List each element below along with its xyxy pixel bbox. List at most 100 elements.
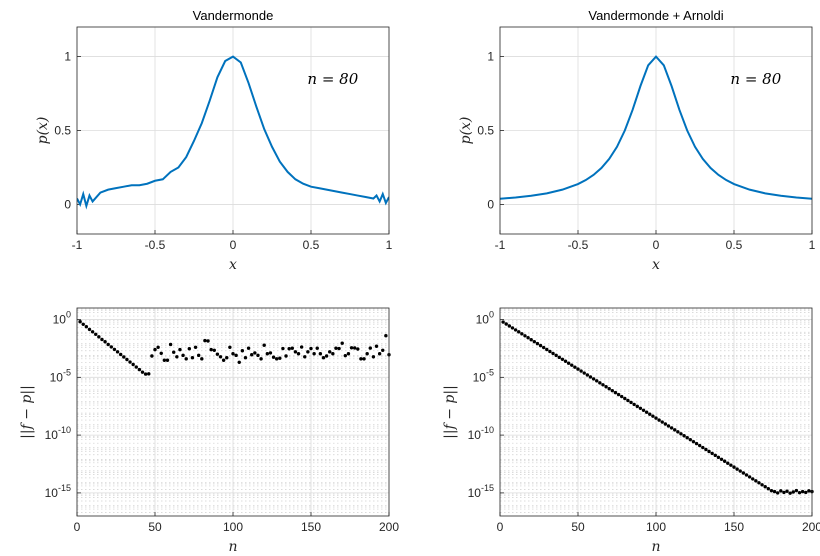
data-point — [262, 343, 266, 347]
data-point — [118, 352, 123, 357]
chart-title: Vandermonde + Arnoldi — [588, 8, 723, 23]
data-point — [274, 357, 279, 361]
data-point — [196, 353, 201, 358]
x-tick-label: -1 — [495, 238, 506, 252]
x-axis-label: x — [652, 257, 660, 273]
data-point — [181, 353, 185, 358]
data-point — [371, 355, 376, 359]
data-point — [134, 365, 138, 369]
data-point — [246, 346, 251, 350]
data-point — [772, 489, 777, 494]
data-point — [576, 367, 580, 371]
data-point — [760, 483, 764, 487]
data-point — [324, 354, 329, 358]
data-point — [94, 332, 98, 336]
x-tick-label: 150 — [724, 520, 744, 534]
y-tick-label: 10-5 — [50, 367, 71, 384]
data-point — [225, 356, 229, 360]
data-point — [623, 396, 627, 401]
data-point — [701, 445, 705, 450]
data-point — [697, 443, 702, 448]
n-annotation: n = 80 — [307, 70, 358, 88]
data-point — [362, 357, 366, 361]
data-point — [598, 381, 602, 385]
data-point — [190, 356, 195, 360]
data-point — [679, 432, 683, 436]
data-point — [349, 346, 354, 350]
y-tick-label: 0.5 — [477, 124, 494, 138]
data-point — [545, 347, 549, 352]
data-point — [278, 356, 282, 360]
data-point — [290, 346, 294, 350]
data-point — [193, 345, 198, 349]
data-point — [513, 328, 518, 332]
data-point — [691, 439, 696, 444]
x-tick-label: -0.5 — [568, 238, 589, 252]
x-axis-label: n — [651, 539, 660, 555]
data-point — [735, 467, 739, 471]
y-axis-label: p(x) — [458, 117, 474, 145]
data-point — [791, 490, 795, 494]
axes-frame — [76, 307, 390, 517]
data-point — [663, 422, 668, 426]
y-tick-label: 0 — [64, 197, 71, 211]
data-point — [306, 350, 310, 354]
x-tick-label: 100 — [223, 520, 243, 534]
y-tick-label: 10-15 — [45, 483, 71, 500]
data-point — [507, 324, 512, 328]
data-point — [588, 375, 593, 379]
data-point — [340, 341, 344, 345]
data-point — [535, 341, 540, 346]
data-point — [604, 385, 608, 389]
x-tick-label: 150 — [301, 520, 321, 534]
data-point — [156, 345, 160, 349]
data-point — [203, 338, 207, 343]
x-tick-label: -0.5 — [145, 238, 166, 252]
data-point — [541, 345, 546, 350]
data-point — [231, 352, 235, 356]
data-point — [318, 352, 323, 356]
data-point — [595, 379, 599, 383]
series-line — [77, 55, 389, 210]
data-point — [147, 372, 151, 376]
data-point — [570, 363, 574, 367]
data-point — [200, 357, 204, 361]
data-point — [682, 434, 686, 438]
data-point — [722, 459, 727, 463]
x-tick-label: 0.5 — [303, 238, 320, 252]
y-axis-label: ||f − p|| — [19, 385, 35, 439]
data-point — [352, 346, 357, 350]
data-point — [563, 359, 568, 363]
data-point — [510, 326, 515, 330]
data-point — [641, 408, 646, 412]
data-point — [287, 347, 291, 351]
data-point — [694, 441, 699, 446]
y-axis-label: ||f − p|| — [442, 385, 458, 439]
data-point — [654, 416, 658, 420]
data-point — [548, 349, 552, 354]
data-point — [250, 353, 254, 357]
y-tick-label: 10-15 — [468, 483, 494, 500]
x-tick-label: 200 — [802, 520, 820, 534]
data-point — [228, 345, 232, 349]
data-point — [150, 354, 154, 358]
data-point — [797, 490, 802, 495]
n-annotation: n = 80 — [730, 70, 781, 88]
data-point — [334, 346, 338, 350]
data-point — [726, 461, 730, 465]
data-point — [601, 383, 605, 387]
data-point — [87, 327, 92, 332]
data-point — [159, 351, 163, 356]
data-point — [573, 365, 577, 369]
data-point — [638, 406, 643, 411]
data-point — [215, 352, 220, 356]
data-point — [582, 371, 586, 375]
data-point — [359, 357, 363, 361]
data-point — [557, 355, 561, 360]
data-point — [769, 488, 774, 493]
data-point — [125, 357, 129, 362]
data-point — [707, 449, 711, 454]
y-tick-label: 10-10 — [468, 425, 494, 442]
data-point — [794, 488, 799, 493]
data-point — [299, 345, 304, 349]
